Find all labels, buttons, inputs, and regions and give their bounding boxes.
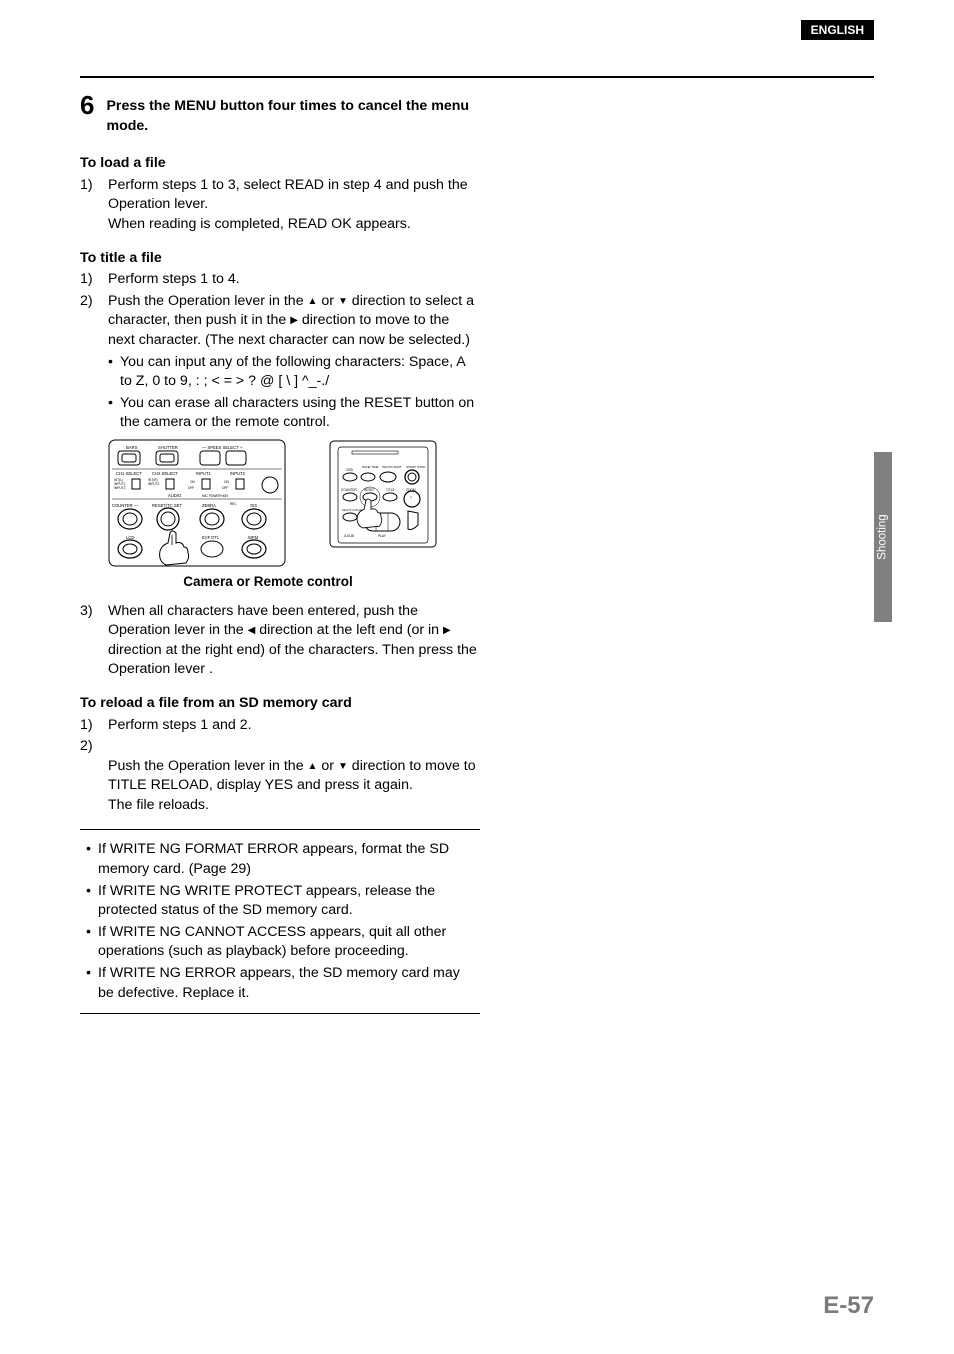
svg-text:CH1 SELECT: CH1 SELECT <box>116 471 142 476</box>
heading-load-file: To load a file <box>80 154 480 174</box>
svg-text:MIC POWER+48V: MIC POWER+48V <box>202 494 229 498</box>
svg-text:TITLE: TITLE <box>386 488 395 492</box>
svg-text:DATE/ TIME: DATE/ TIME <box>362 465 379 469</box>
reload-item-1: 1) Perform steps 1 and 2. <box>80 716 480 736</box>
svg-text:BARS: BARS <box>126 445 138 450</box>
svg-text:COUNTER —: COUNTER — <box>112 503 139 508</box>
right-triangle-icon: ▶ <box>290 314 298 328</box>
svg-text:OIS: OIS <box>250 503 257 508</box>
svg-text:INPUT2: INPUT2 <box>114 486 126 490</box>
pointing-hand-icon <box>160 531 189 565</box>
notes-box: If WRITE NG FORMAT ERROR appears, format… <box>80 829 480 1014</box>
svg-text:INPUT2: INPUT2 <box>230 471 246 476</box>
right-triangle-icon: ▶ <box>443 624 451 638</box>
list-number: 1) <box>80 716 108 736</box>
main-content-column: 6 Press the MENU button four times to ca… <box>80 92 480 1014</box>
svg-text:RESET/TC SET: RESET/TC SET <box>152 503 182 508</box>
camera-panel-diagram: BARS SHUTTER — SPEES SELECT + CH1 SELECT… <box>108 439 288 569</box>
down-triangle-icon: ▼ <box>338 295 348 309</box>
sub-bullet-1: You can input any of the following chara… <box>108 353 480 392</box>
diagram-caption: Camera or Remote control <box>108 573 428 592</box>
svg-text:OFF: OFF <box>222 486 228 490</box>
svg-text:ZEBRA: ZEBRA <box>202 503 216 508</box>
svg-text:LCD: LCD <box>126 535 134 540</box>
diagram-row: BARS SHUTTER — SPEES SELECT + CH1 SELECT… <box>108 439 480 569</box>
list-text: Perform steps 1 to 3, select READ in ste… <box>108 176 480 235</box>
list-text: When all characters have been entered, p… <box>108 602 480 680</box>
list-text: Perform steps 1 and 2. <box>108 716 480 736</box>
svg-text:SHUTTER: SHUTTER <box>158 445 178 450</box>
svg-text:INPUT2: INPUT2 <box>148 482 160 486</box>
svg-text:OSD: OSD <box>346 468 354 472</box>
note-1: If WRITE NG FORMAT ERROR appears, format… <box>84 840 476 879</box>
svg-text:EVF DTL: EVF DTL <box>202 535 220 540</box>
side-tab-shooting: Shooting <box>874 452 892 622</box>
heading-reload: To reload a file from an SD memory card <box>80 694 480 714</box>
title-file-item-2: 2) Push the Operation lever in the ▲ or … <box>80 292 480 433</box>
load-file-item-1: 1) Perform steps 1 to 3, select READ in … <box>80 176 480 235</box>
svg-text:RESET: RESET <box>364 488 375 492</box>
svg-text:START/ STOP: START/ STOP <box>406 465 425 469</box>
list-number: 2) <box>80 737 108 815</box>
list-number: 2) <box>80 292 108 433</box>
svg-text:ON: ON <box>190 480 195 484</box>
svg-text:T: T <box>410 496 412 500</box>
up-triangle-icon: ▲ <box>308 295 318 309</box>
list-number: 1) <box>80 176 108 235</box>
svg-text:WFM: WFM <box>248 535 259 540</box>
svg-text:AUDIO: AUDIO <box>168 493 182 498</box>
note-3: If WRITE NG CANNOT ACCESS appears, quit … <box>84 923 476 962</box>
svg-text:CH2 SELECT: CH2 SELECT <box>152 471 178 476</box>
reload-item-2: 2) Push the Operation lever in the ▲ or … <box>80 737 480 815</box>
svg-text:PHOTO SHOT: PHOTO SHOT <box>382 465 402 469</box>
heading-title-file: To title a file <box>80 249 480 269</box>
list-text: Push the Operation lever in the ▲ or ▼ d… <box>108 292 480 433</box>
svg-text:ON: ON <box>224 480 229 484</box>
top-rule <box>80 76 874 78</box>
page-number: E-57 <box>823 1292 874 1320</box>
svg-text:REC: REC <box>230 502 237 506</box>
step-6-text: Press the MENU button four times to canc… <box>106 92 480 136</box>
list-number: 3) <box>80 602 108 680</box>
list-text: Perform steps 1 to 4. <box>108 270 480 290</box>
title-file-item-3: 3) When all characters have been entered… <box>80 602 480 680</box>
svg-text:INPUT1: INPUT1 <box>196 471 212 476</box>
remote-control-diagram: OSD DATE/ TIME PHOTO SHOT START/ STOP CO… <box>328 439 438 549</box>
svg-text:A.DUB: A.DUB <box>344 534 354 538</box>
svg-text:OFF: OFF <box>188 486 194 490</box>
svg-text:MULTI/ P-IN-P: MULTI/ P-IN-P <box>342 508 361 512</box>
language-badge: ENGLISH <box>801 20 874 40</box>
up-triangle-icon: ▲ <box>308 760 318 774</box>
svg-text:— SPEES SELECT +: — SPEES SELECT + <box>202 445 243 450</box>
note-2: If WRITE NG WRITE PROTECT appears, relea… <box>84 882 476 921</box>
note-4: If WRITE NG ERROR appears, the SD memory… <box>84 964 476 1003</box>
pointing-hand-icon <box>357 499 382 528</box>
sub-bullet-2: You can erase all characters using the R… <box>108 394 480 433</box>
down-triangle-icon: ▼ <box>338 760 348 774</box>
step-6-number: 6 <box>80 92 94 118</box>
svg-text:COUNTER: COUNTER <box>341 488 357 492</box>
list-text: Push the Operation lever in the ▲ or ▼ d… <box>108 737 480 815</box>
list-number: 1) <box>80 270 108 290</box>
svg-text:PLAY: PLAY <box>378 534 387 538</box>
step-6: 6 Press the MENU button four times to ca… <box>80 92 480 136</box>
title-file-item-1: 1) Perform steps 1 to 4. <box>80 270 480 290</box>
